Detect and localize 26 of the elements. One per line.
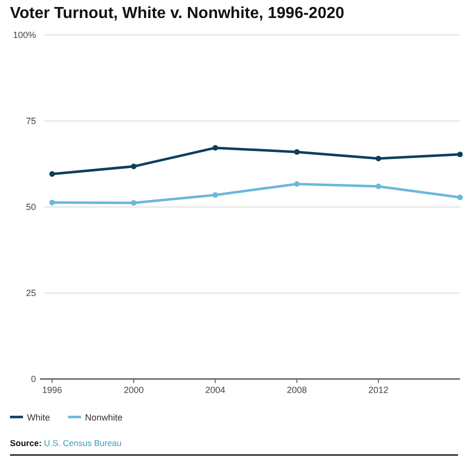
point [294,149,300,155]
x-tick-label: 2004 [205,385,226,395]
point [212,192,218,198]
y-tick-label: 75 [26,116,36,126]
x-tick-label: 1996 [42,385,62,395]
point [130,164,137,170]
point [376,184,382,190]
point [457,194,463,200]
legend-label: White [27,412,50,422]
source-note: Source: U.S. Census Bureau [10,438,122,448]
x-tick-label: 2008 [286,385,307,395]
point [294,181,300,187]
chart-title: Voter Turnout, White v. Nonwhite, 1996-2020 [10,5,344,22]
point [49,200,55,206]
point [212,145,218,151]
y-tick-label: 100% [12,30,36,40]
y-tick-label: 25 [26,288,36,298]
point [49,171,55,177]
point [130,200,137,206]
point [457,152,463,158]
legend-label: Nonwhite [85,412,123,422]
y-tick-label: 50 [26,202,36,212]
x-tick-label: 2012 [368,385,388,395]
y-tick-label: 0 [30,374,36,384]
point [376,156,382,162]
x-tick-label: 2000 [124,385,144,395]
